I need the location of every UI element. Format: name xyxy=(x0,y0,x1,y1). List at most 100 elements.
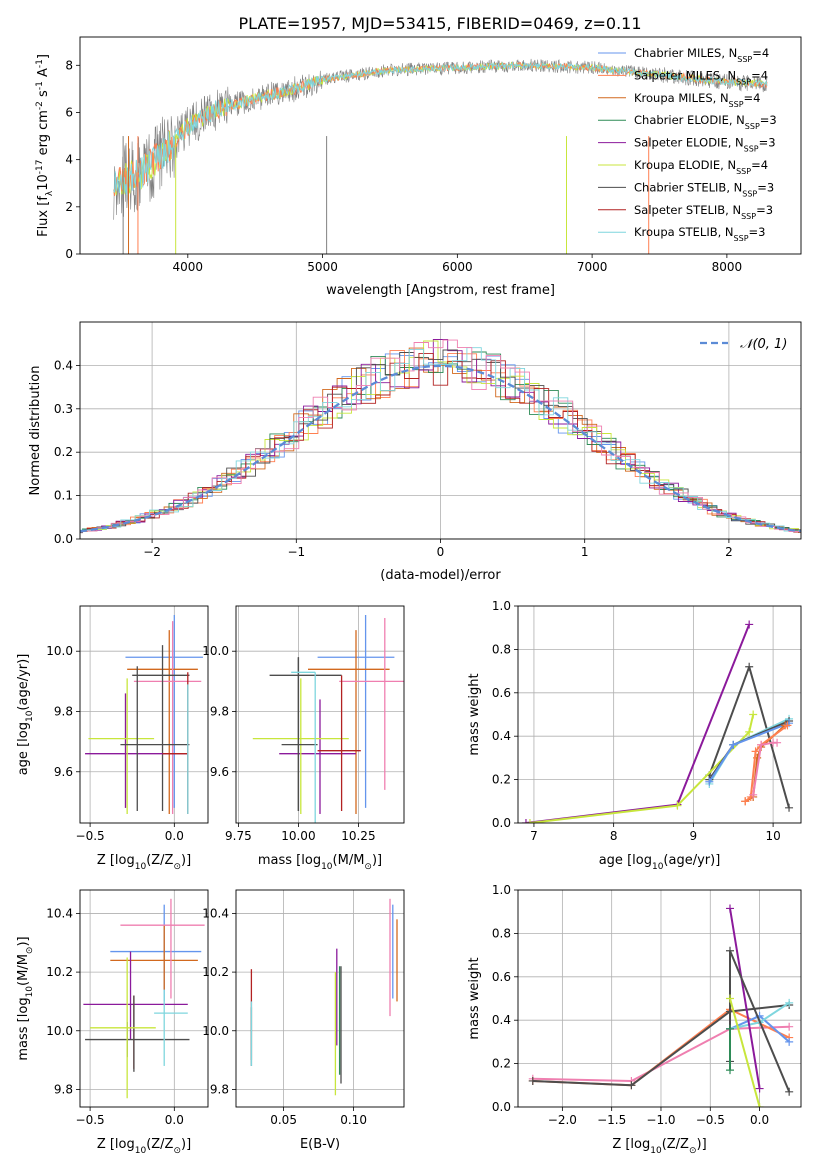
y-tick-label: 10.4 xyxy=(46,906,73,920)
y-tick-label: 0.2 xyxy=(492,1057,511,1071)
y-tick-label: 10.0 xyxy=(202,644,229,658)
x-axis-label: wavelength [Angstrom, rest frame] xyxy=(326,283,555,298)
axes-frame xyxy=(79,889,209,1108)
legend-entry: Kroupa ELODIE, NSSP=4 xyxy=(634,158,768,176)
x-tick-label: −0.5 xyxy=(76,1113,105,1127)
axes-frame xyxy=(79,605,209,824)
plot-area-mw_vs_Z xyxy=(518,890,801,1107)
mass-weight-line xyxy=(729,998,761,1107)
mass-weight-marker xyxy=(726,1066,735,1075)
axes-frame xyxy=(79,36,802,255)
x-tick-label: 8 xyxy=(610,829,618,843)
legend-entry: Chabrier ELODIE, NSSP=3 xyxy=(634,113,777,131)
mass-weight-marker xyxy=(785,1037,794,1046)
y-tick-label: 0.0 xyxy=(492,816,511,830)
plot-area-mw_vs_age xyxy=(518,606,801,823)
plot-area-spectrum xyxy=(113,58,768,254)
mass-weight-marker xyxy=(749,710,758,719)
x-axis-label: Z [log10(Z/Z⊙)] xyxy=(97,853,191,872)
y-tick-label: 0.4 xyxy=(54,358,73,372)
mass-weight-marker xyxy=(741,797,750,806)
figure-title: PLATE=1957, MJD=53415, FIBERID=0469, z=0… xyxy=(238,14,641,33)
mass-weight-marker xyxy=(726,994,735,1003)
x-tick-label: 7 xyxy=(530,829,538,843)
histogram-kroupa_stelib xyxy=(80,347,801,532)
mass-weight-marker xyxy=(785,1022,794,1031)
x-tick-label: 2 xyxy=(725,545,733,559)
legend-entry: Kroupa MILES, NSSP=4 xyxy=(634,91,760,109)
axes-frame xyxy=(517,889,802,1108)
legend-entry: Salpeter MILES, NSSP=4 xyxy=(634,68,768,86)
y-tick-label: 10.2 xyxy=(46,965,73,979)
y-tick-label: 0.0 xyxy=(492,1100,511,1114)
mass-weight-marker xyxy=(726,946,735,955)
x-tick-label: 0.10 xyxy=(340,1113,367,1127)
y-tick-label: 0.8 xyxy=(492,926,511,940)
x-tick-label: 0.05 xyxy=(270,1113,297,1127)
mass-weight-line xyxy=(529,714,755,823)
legend-entry: Chabrier STELIB, NSSP=3 xyxy=(634,180,774,198)
panel-age_vs_mass: 9.75 10.00 10.25 9.6 9.8 10.0 mass [log10(M/M⊙… xyxy=(202,605,405,872)
observed-spectrum xyxy=(113,58,768,220)
y-tick-label: 0.4 xyxy=(492,1013,511,1027)
mass-weight-marker xyxy=(749,790,758,799)
x-tick-label: 6000 xyxy=(442,260,473,274)
panel-mw_vs_Z: −2.0 −1.5 −1.0 −0.5 0.0 0.0 0.2 0.4 0.6 0.8 1.0 mas… xyxy=(467,883,802,1156)
plot-area-mass_vs_ebv xyxy=(236,890,404,1107)
mass-weight-marker xyxy=(528,1076,537,1085)
y-tick-label: 9.8 xyxy=(210,1082,229,1096)
mass-weight-marker xyxy=(729,740,738,749)
y-tick-label: 0.8 xyxy=(492,642,511,656)
x-axis-label: age [log10(age/yr)] xyxy=(599,853,721,872)
y-tick-label: 0.1 xyxy=(54,489,73,503)
legend: Chabrier MILES, NSSP=4 Salpeter MILES, NS… xyxy=(598,46,777,243)
x-tick-label: 8000 xyxy=(712,260,743,274)
mass-weight-marker xyxy=(726,904,735,913)
mass-weight-marker xyxy=(726,1024,735,1033)
y-tick-label: 4 xyxy=(65,153,73,167)
mass-weight-marker xyxy=(757,740,766,749)
y-tick-label: 9.6 xyxy=(54,765,73,779)
y-tick-label: 10.0 xyxy=(46,644,73,658)
plot-area-mass_vs_Z xyxy=(80,890,208,1107)
y-tick-label: 1.0 xyxy=(492,883,511,897)
y-tick-label: 1.0 xyxy=(492,599,511,613)
legend-gauss-label: 𝒩(0, 1) xyxy=(740,337,787,352)
y-tick-label: 0.2 xyxy=(54,445,73,459)
x-tick-label: 10 xyxy=(765,829,780,843)
x-tick-label: 10.00 xyxy=(281,829,315,843)
x-tick-label: −0.5 xyxy=(76,829,105,843)
x-axis-label: E(B-V) xyxy=(300,1137,340,1152)
x-tick-label: −1.0 xyxy=(646,1113,675,1127)
panel-mass_vs_ebv: 0.05 0.10 9.8 10.0 10.2 10.4 E(B-V) xyxy=(202,889,405,1152)
x-tick-label: −2 xyxy=(143,545,161,559)
mass-weight-marker xyxy=(745,727,754,736)
y-tick-label: 6 xyxy=(65,105,73,119)
y-axis-label: mass weight xyxy=(467,673,482,755)
gaussian-curve xyxy=(80,364,801,533)
model-spectrum-salpeter_miles xyxy=(113,62,768,197)
axes-frame xyxy=(517,605,802,824)
y-tick-label: 10.4 xyxy=(202,906,229,920)
y-tick-label: 0.4 xyxy=(492,729,511,743)
x-tick-label: −1.5 xyxy=(597,1113,626,1127)
y-tick-label: 0 xyxy=(65,247,73,261)
x-tick-label: 9.75 xyxy=(225,829,252,843)
mass-weight-marker xyxy=(755,1084,764,1093)
x-tick-label: 1 xyxy=(581,545,589,559)
y-tick-label: 9.8 xyxy=(54,1082,73,1096)
mass-weight-marker xyxy=(525,819,534,823)
y-tick-label: 8 xyxy=(65,58,73,72)
y-tick-label: 0.0 xyxy=(54,532,73,546)
y-tick-label: 0.2 xyxy=(492,773,511,787)
y-tick-label: 10.0 xyxy=(46,1024,73,1038)
y-axis-label: mass weight xyxy=(467,957,482,1039)
x-tick-label: 0.0 xyxy=(165,829,184,843)
axes-frame xyxy=(235,889,405,1108)
x-tick-label: 5000 xyxy=(307,260,338,274)
x-tick-label: −1 xyxy=(287,545,305,559)
y-tick-label: 2 xyxy=(65,200,73,214)
y-axis-label: mass [log10(M/M⊙)] xyxy=(16,936,35,1060)
legend-entry: Chabrier MILES, NSSP=4 xyxy=(634,46,769,64)
